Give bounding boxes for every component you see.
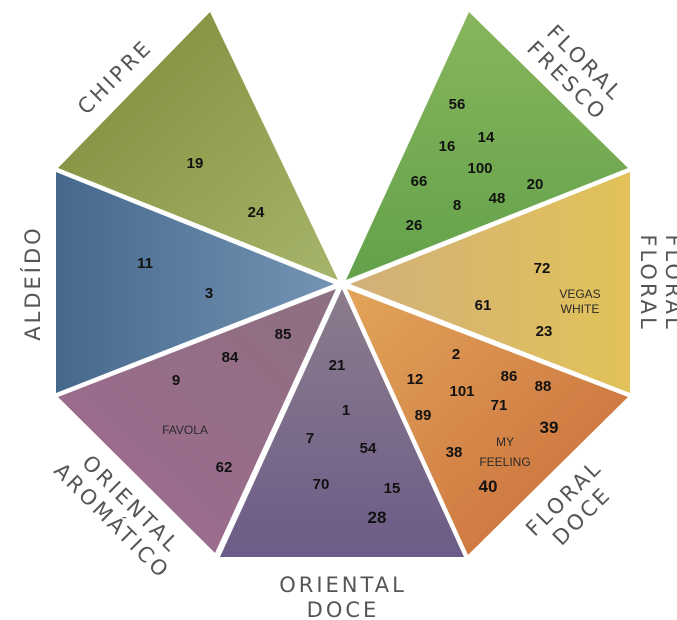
fragrance-number: 7 — [306, 430, 314, 447]
perfume-label-vegas-white: WHITE — [561, 302, 600, 316]
fragrance-number: 61 — [475, 297, 492, 314]
category-label-floral-line2: FLORAL — [636, 234, 660, 331]
fragrance-number: 84 — [222, 349, 239, 366]
fragrance-number: 3 — [205, 285, 213, 302]
fragrance-number: 72 — [534, 260, 551, 277]
fragrance-number: 100 — [467, 160, 492, 177]
fragrance-number: 70 — [313, 476, 330, 493]
fragrance-number: 15 — [384, 480, 401, 497]
segment-oriental-aromatico — [58, 289, 336, 553]
segment-chipre — [58, 12, 338, 280]
fragrance-number: 24 — [248, 204, 265, 221]
fragrance-number: 12 — [407, 371, 424, 388]
segment-floral-doce — [347, 289, 628, 555]
category-label-oriental-doce-line1: ORIENTAL — [279, 573, 407, 597]
fragrance-number: 88 — [535, 378, 552, 395]
segment-oriental-doce — [220, 289, 464, 557]
segment-floral — [350, 172, 630, 393]
fragrance-number: 66 — [411, 173, 428, 190]
fragrance-number: 23 — [536, 323, 553, 340]
fragrance-number: 38 — [446, 444, 463, 461]
fragrance-number: 28 — [368, 508, 387, 527]
perfume-label-favola: FAVOLA — [162, 423, 208, 437]
fragrance-number: 62 — [216, 459, 233, 476]
segment-floral-fresco — [346, 12, 628, 280]
category-label-oriental-doce-line2: DOCE — [307, 598, 380, 620]
category-label-floral-line1: FLORAL — [661, 234, 677, 331]
fragrance-number: 89 — [415, 407, 432, 424]
perfume-label-my-feeling: FEELING — [479, 455, 530, 469]
perfume-label-my-feeling: MY — [496, 435, 514, 449]
fragrance-number: 48 — [489, 190, 506, 207]
fragrance-number: 2 — [452, 346, 460, 363]
fragrance-number: 14 — [478, 129, 495, 146]
fragrance-number: 26 — [406, 217, 423, 234]
fragrance-number: 101 — [449, 383, 474, 400]
fragrance-number: 8 — [453, 197, 461, 214]
fragrance-number: 85 — [275, 326, 292, 343]
fragrance-number: 21 — [329, 357, 346, 374]
fragrance-number: 86 — [501, 368, 518, 385]
fragrance-number: 11 — [137, 255, 153, 272]
segment-aldeido — [56, 172, 334, 393]
fragrance-number: 54 — [360, 440, 377, 457]
fragrance-number: 56 — [449, 96, 466, 113]
category-label-aldeido: ALDEÍDO — [20, 225, 45, 340]
perfume-label-vegas-white: VEGAS — [559, 287, 600, 301]
fragrance-number: 9 — [172, 372, 180, 389]
fragrance-number: 39 — [540, 418, 559, 437]
fragrance-number: 1 — [342, 402, 350, 419]
fragrance-number: 71 — [491, 397, 508, 414]
fragrance-number: 40 — [479, 477, 498, 496]
fragrance-number: 16 — [439, 138, 456, 155]
fragrance-number: 19 — [187, 155, 204, 172]
fragrance-number: 20 — [527, 176, 544, 193]
